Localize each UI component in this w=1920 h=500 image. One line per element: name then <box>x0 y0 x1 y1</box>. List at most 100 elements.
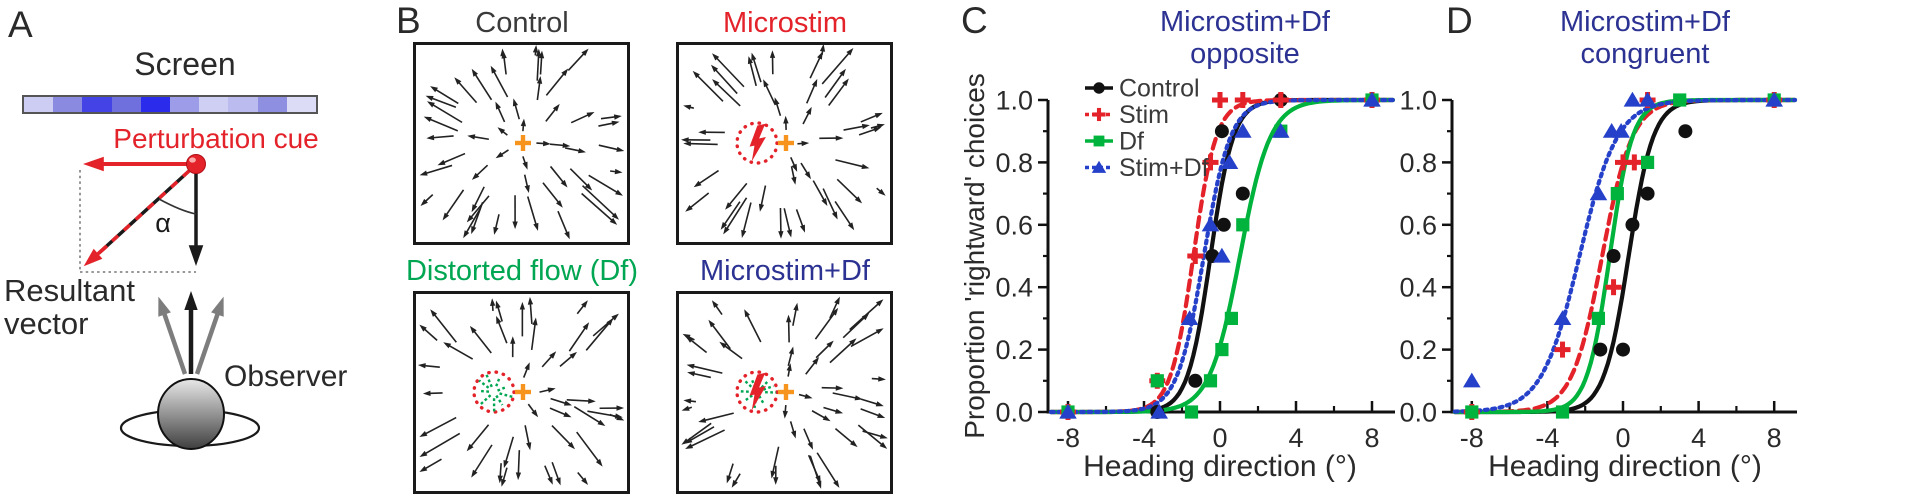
marker-circle <box>1214 124 1229 139</box>
x-tick-label: -4 <box>1535 423 1559 453</box>
marker-circle <box>1625 217 1640 232</box>
marker-circle <box>1606 249 1621 263</box>
stim-site-circle <box>735 370 779 414</box>
marker-triangle <box>1589 185 1608 201</box>
y-tick-label: 0.6 <box>995 210 1033 240</box>
y-tick-label: 1.0 <box>995 86 1033 116</box>
marker-circle <box>1678 124 1693 139</box>
marker-square <box>1215 343 1229 357</box>
lightning-bolt-icon <box>749 372 766 411</box>
screen-bar-segment <box>24 97 54 112</box>
axes <box>1450 100 1797 414</box>
y-tick-label: 1.0 <box>1399 86 1437 116</box>
flow-title-microstim-df: Microstim+Df <box>700 255 870 287</box>
markers-stim+df <box>1059 91 1381 419</box>
y-tick-label: 0.8 <box>1399 148 1437 178</box>
marker-square <box>1236 218 1250 232</box>
legend-item: Stim <box>1085 101 1169 129</box>
flow-field-control <box>419 45 625 240</box>
curve-stim+df <box>1048 97 1395 415</box>
distorted-flow-arrows <box>478 374 514 412</box>
resultant-vector-label: Resultant vector <box>4 273 135 342</box>
cue-ball <box>186 154 206 174</box>
marker-circle <box>1616 342 1630 357</box>
y-tick-label: 0.0 <box>1399 398 1437 428</box>
y-tick-label: 0.2 <box>995 335 1033 365</box>
marker-triangle <box>1091 160 1107 173</box>
x-tick-label: 4 <box>1691 423 1706 453</box>
y-tick-label: 0.4 <box>1399 273 1437 303</box>
legend-label: Control <box>1119 75 1200 103</box>
marker-triangle <box>1363 91 1381 107</box>
legend-label: Stim+Df <box>1119 154 1209 182</box>
x-tick-label: 8 <box>1767 423 1782 453</box>
legend-label: Stim <box>1119 101 1169 129</box>
marker-triangle <box>1234 123 1252 138</box>
screen-label: Screen <box>134 46 236 82</box>
screen-stimulus-bar <box>22 95 318 114</box>
x-tick-label: -4 <box>1132 423 1156 453</box>
flow-arrows <box>681 296 888 489</box>
alpha-label: α <box>155 208 171 238</box>
flow-arrows <box>417 296 625 487</box>
chart-d-title-line1: Microstim+Df <box>1560 6 1730 38</box>
marker-square <box>1150 374 1164 388</box>
curve-control <box>1452 97 1798 415</box>
legend-item: Df <box>1085 128 1144 156</box>
stim-site-circle <box>735 121 779 165</box>
flow-field-microstim <box>681 45 886 239</box>
chart-d-title: Microstim+Df congruent <box>1475 6 1815 71</box>
panel-c-letter: C <box>961 0 988 41</box>
marker-triangle <box>1463 372 1481 388</box>
flow-field-microstim-df <box>681 296 888 489</box>
y-tick-label: 0.0 <box>995 398 1033 428</box>
screen-bar-segment <box>140 97 171 112</box>
marker-triangle <box>1765 91 1783 107</box>
legend-label: Df <box>1119 128 1144 156</box>
chart-d-xlabel: Heading direction (°) <box>1488 450 1762 483</box>
marker-triangle <box>1638 91 1657 107</box>
marker-triangle <box>1201 216 1220 232</box>
flow-field-distorted-flow <box>417 296 625 487</box>
x-tick-label: -8 <box>1460 423 1484 453</box>
x-tick-label: 4 <box>1288 423 1303 453</box>
marker-square <box>1591 311 1606 325</box>
screen-bar-segment <box>111 97 141 112</box>
observer-label: Observer <box>224 360 348 393</box>
legend-item: Stim+Df <box>1085 154 1209 182</box>
y-tick-label: 0.4 <box>995 273 1033 303</box>
chart-d-plot: 0.0 0.2 0.4 0.6 0.8 1.0 -8 -4 0 4 8 <box>1399 86 1798 453</box>
marker-circle <box>1188 373 1203 388</box>
observer-head <box>157 378 225 450</box>
flow-title-control: Control <box>475 7 569 39</box>
flow-box-distorted-flow <box>413 291 630 494</box>
marker-circle <box>1093 82 1105 94</box>
marker-triangle <box>1059 403 1077 419</box>
marker-square <box>1673 93 1687 107</box>
curve-stim <box>1452 97 1798 415</box>
marker-triangle <box>1213 247 1231 263</box>
screen-bar-segment <box>53 97 83 112</box>
marker-square <box>1640 155 1655 169</box>
marker-square <box>1184 405 1199 419</box>
screen-bar-segment <box>170 97 200 112</box>
flow-box-control <box>413 42 630 245</box>
percept-arrow-left-head <box>158 296 171 317</box>
marker-triangle <box>1180 310 1199 325</box>
perturbation-cue-arrow-head <box>83 156 104 172</box>
chart-c-title: Microstim+Df opposite <box>1065 6 1425 71</box>
flow-arrows <box>681 45 886 239</box>
chart-c-plot: 0.0 0.2 0.4 0.6 0.8 1.0 -8 -4 0 4 8 ControlStimDfSt… <box>995 75 1395 453</box>
resultant-vector-line-red <box>97 169 191 255</box>
markers-stim <box>1463 92 1783 420</box>
flow-title-microstim: Microstim <box>722 7 848 39</box>
flow-arrows <box>419 45 625 240</box>
screen-bar-segment <box>82 97 112 112</box>
marker-circle <box>1216 217 1231 232</box>
y-tick-label: 0.6 <box>1399 210 1437 240</box>
chart-d-title-line2: congruent <box>1580 38 1710 71</box>
y-tick-label: 0.8 <box>995 148 1033 178</box>
marker-triangle <box>1272 123 1290 138</box>
markers-stim+df <box>1463 91 1783 388</box>
